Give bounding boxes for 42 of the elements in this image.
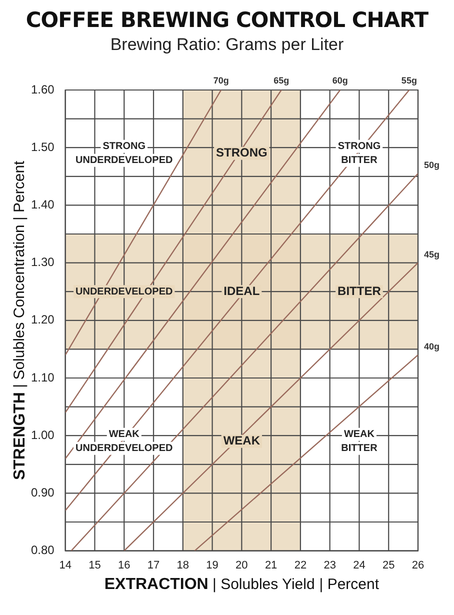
series-label: 65g	[274, 75, 290, 86]
x-axis-title: EXTRACTION | Solubles Yield | Percent	[104, 576, 380, 594]
y-tick-label: 1.30	[30, 255, 55, 270]
annotation: IDEAL	[224, 284, 260, 298]
chart-subtitle: Brewing Ratio: Grams per Liter	[109, 35, 345, 55]
annotation: BITTER	[338, 284, 382, 298]
chart-title: COFFEE BREWING CONTROL CHART	[24, 8, 430, 32]
x-tick-label: 20	[236, 559, 248, 572]
annotation: UNDERDEVELOPED	[76, 286, 173, 298]
y-tick-label: 1.20	[30, 312, 55, 327]
annotation: WEAK	[223, 434, 260, 448]
x-tick-label: 19	[206, 559, 218, 572]
y-tick-label: 0.90	[30, 486, 55, 500]
x-tick-label: 26	[412, 559, 424, 572]
y-axis-title: STRENGTH | Solubles Concentration | Percent	[11, 160, 28, 480]
y-tick-label: 1.40	[30, 198, 55, 212]
y-tick-label: 1.60	[30, 82, 55, 96]
x-tick-label: 21	[264, 559, 278, 572]
series-label: 60g	[332, 75, 348, 86]
x-tick-label: 14	[59, 559, 72, 572]
annotation: STRONG	[216, 146, 268, 160]
series-label: 70g	[213, 75, 229, 86]
x-tick-label: 17	[147, 559, 160, 572]
series-label: 45g	[424, 249, 440, 260]
x-tick-label: 24	[353, 559, 366, 572]
annotation: STRONG BITTER	[338, 141, 381, 166]
x-tick-label: 25	[382, 559, 395, 572]
annotation: WEAK UNDERDEVELOPED	[76, 429, 173, 454]
x-tick-label: 18	[176, 559, 190, 572]
y-tick-label: 1.10	[30, 370, 55, 384]
y-tick-label: 1.00	[30, 428, 55, 442]
series-label: 40g	[424, 341, 440, 352]
x-tick-label: 23	[324, 559, 336, 572]
x-tick-label: 16	[118, 559, 130, 572]
annotation: STRONG UNDERDEVELOPED	[76, 141, 173, 166]
x-tick-label: 22	[294, 559, 307, 572]
x-tick-label: 15	[88, 559, 101, 572]
y-tick-label: 0.80	[30, 543, 55, 558]
annotation: WEAK BITTER	[341, 429, 378, 454]
series-label: 50g	[424, 160, 440, 170]
series-label: 55g	[401, 75, 417, 86]
y-tick-label: 1.50	[30, 140, 55, 154]
